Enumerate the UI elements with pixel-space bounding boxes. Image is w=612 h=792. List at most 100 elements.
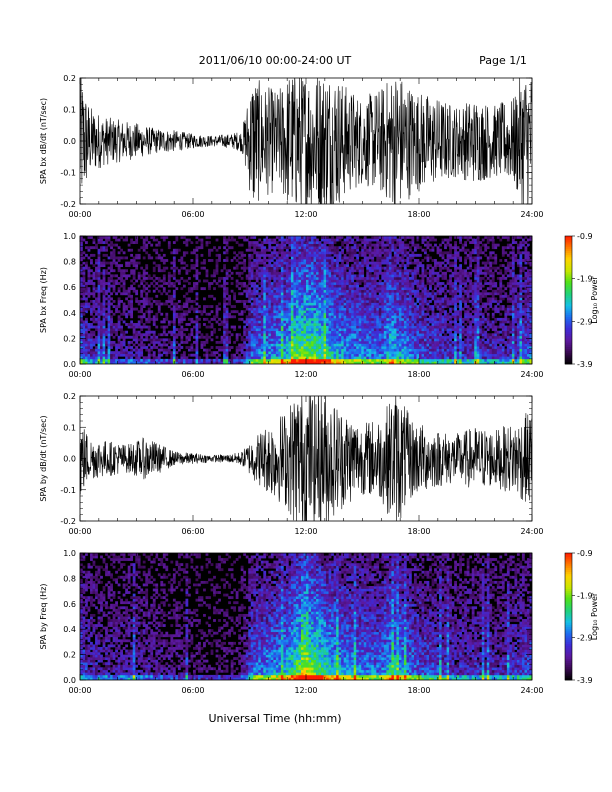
- spectrogram-cell: [140, 338, 144, 342]
- y-tick-label: -0.1: [60, 169, 76, 178]
- spectrogram-cell: [248, 264, 252, 268]
- spectrogram-cell: [125, 315, 129, 319]
- spectrogram-cell: [167, 276, 171, 280]
- spectrogram-cell: [378, 348, 382, 352]
- spectrogram-cell: [107, 300, 111, 303]
- spectrogram-cell: [338, 340, 342, 344]
- spectrogram-cell: [250, 266, 254, 270]
- spectrogram-cell: [348, 343, 352, 347]
- spectrogram-cell: [97, 238, 101, 242]
- spectrogram-cell: [378, 292, 382, 296]
- spectrogram-cell: [383, 292, 387, 296]
- spectrogram-cell: [155, 276, 159, 280]
- spectrogram-cell: [293, 236, 297, 239]
- spectrogram-cell: [381, 348, 385, 352]
- spectrogram-cell: [361, 271, 365, 275]
- spectrogram-cell: [275, 284, 279, 288]
- x-tick-label: 18:00: [407, 210, 430, 219]
- spectrogram-cell: [311, 305, 314, 308]
- spectrogram-cell: [240, 256, 244, 260]
- spectrogram-cell: [258, 305, 262, 308]
- spectrogram-cell: [230, 305, 234, 308]
- spectrogram-cell: [321, 310, 324, 314]
- spectrogram-cell: [381, 302, 385, 306]
- spectrogram-cell: [182, 302, 186, 306]
- spectrogram-cell: [102, 348, 106, 352]
- spectrogram-cell: [398, 294, 402, 298]
- spectrogram-cell: [303, 282, 307, 285]
- spectrogram-cell: [278, 305, 282, 308]
- spectrogram-cell: [180, 325, 184, 329]
- spectrogram-cell: [167, 289, 171, 293]
- spectrogram-cell: [120, 276, 123, 280]
- spectrogram-cell: [248, 248, 252, 252]
- spectrogram-cell: [311, 361, 314, 364]
- spectrogram-cell: [107, 284, 111, 288]
- spectrogram-cell: [115, 343, 118, 347]
- spectrogram-cell: [82, 292, 86, 296]
- spectrogram-cell: [255, 317, 259, 321]
- spectrogram-cell: [145, 338, 149, 342]
- spectrogram-cell: [263, 246, 267, 250]
- spectrogram-cell: [366, 294, 370, 298]
- spectrogram-cell: [278, 300, 282, 303]
- spectrogram-cell: [115, 356, 118, 360]
- spectrogram-cell: [155, 251, 159, 255]
- spectrogram-cell: [172, 356, 176, 360]
- spectrogram-cell: [293, 297, 297, 301]
- spectrogram-cell: [193, 335, 196, 339]
- x-tick-label: 00:00: [68, 210, 91, 219]
- spectrogram-cell: [293, 294, 297, 298]
- spectrogram-cell: [280, 297, 284, 301]
- spectrogram-cell: [273, 361, 277, 364]
- spectrogram-cell: [288, 294, 292, 298]
- spectrogram-cell: [95, 246, 98, 250]
- spectrogram-cell: [265, 358, 269, 362]
- spectrogram-cell: [187, 346, 191, 349]
- spectrogram-cell: [273, 279, 277, 283]
- spectrogram-cell: [185, 241, 189, 244]
- spectrogram-cell: [306, 289, 309, 293]
- spectrogram-cell: [290, 335, 294, 339]
- spectrogram-cell: [263, 266, 267, 270]
- spectrogram-cell: [398, 238, 402, 242]
- spectrogram-cell: [117, 343, 121, 347]
- spectrogram-cell: [346, 346, 349, 349]
- spectrogram-cell: [85, 266, 88, 270]
- spectrogram-cell: [265, 340, 269, 344]
- spectrogram-cell: [85, 284, 88, 288]
- spectrogram-cell: [328, 271, 332, 275]
- spectrogram-cell: [293, 312, 297, 316]
- spectrogram-cell: [283, 253, 287, 257]
- spectrogram-cell: [260, 241, 264, 244]
- spectrogram-cell: [295, 274, 299, 278]
- spectrogram-cell: [366, 264, 370, 268]
- spectrogram-cell: [313, 238, 317, 242]
- spectrogram-cell: [92, 340, 96, 344]
- spectrogram-cell: [341, 348, 344, 352]
- spectrogram-cell: [97, 338, 101, 342]
- spectrogram-cell: [235, 335, 239, 339]
- spectrogram-cell: [351, 358, 355, 362]
- spectrogram-cell: [326, 353, 329, 357]
- spectrogram-cell: [107, 294, 111, 298]
- spectrogram-cell: [295, 312, 299, 316]
- spectrogram-cell: [283, 287, 287, 291]
- spectrogram-cell: [336, 256, 339, 260]
- spectrogram-cell: [336, 279, 339, 283]
- spectrogram-cell: [147, 307, 151, 311]
- spectrogram-cell: [100, 348, 103, 352]
- spectrogram-cell: [391, 261, 395, 265]
- spectrogram-cell: [403, 346, 407, 349]
- spectrogram-cell: [285, 282, 289, 285]
- spectrogram-cell: [383, 335, 387, 339]
- spectrogram-cell: [396, 317, 400, 321]
- spectrogram-cell: [408, 310, 412, 314]
- spectrogram-cell: [331, 294, 334, 298]
- spectrogram-cell: [401, 361, 405, 364]
- spectrogram-cell: [258, 302, 262, 306]
- spectrogram-cell: [82, 353, 86, 357]
- spectrogram-cell: [288, 302, 292, 306]
- spectrogram-cell: [280, 346, 284, 349]
- spectrogram-cell: [318, 300, 322, 303]
